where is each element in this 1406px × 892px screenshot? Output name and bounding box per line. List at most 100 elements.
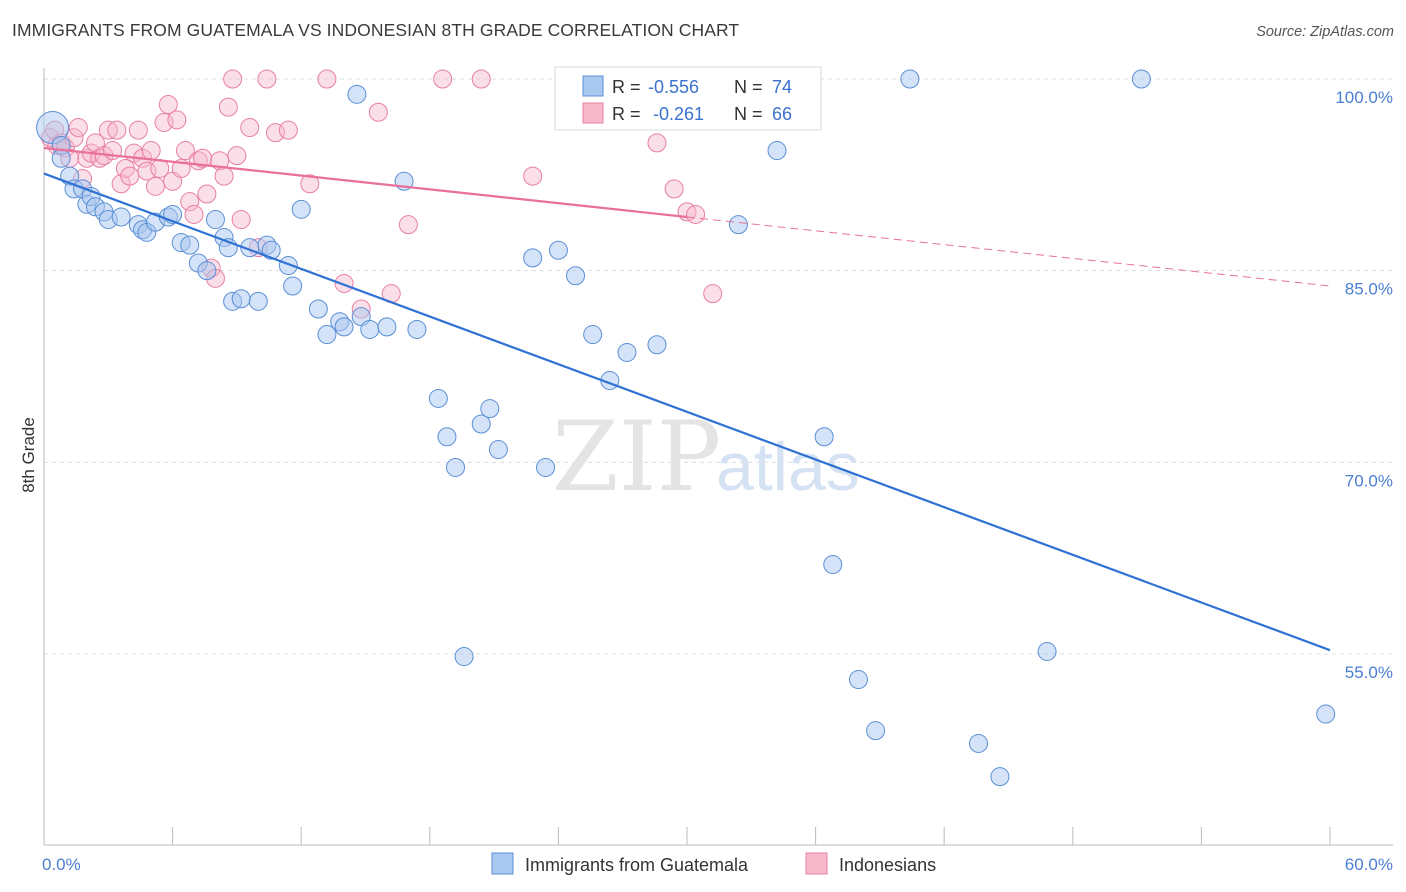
data-point-indonesians <box>180 192 200 212</box>
data-point-indonesians <box>647 133 667 153</box>
data-point-indonesians <box>158 95 178 115</box>
data-point-guatemala <box>180 235 200 255</box>
data-point-indonesians <box>223 69 243 89</box>
data-point-guatemala <box>291 199 311 219</box>
trend-line-indonesians <box>43 146 688 219</box>
chart-title: IMMIGRANTS FROM GUATEMALA VS INDONESIAN … <box>12 20 740 40</box>
data-point-guatemala <box>548 240 568 260</box>
data-point-indonesians <box>257 69 277 89</box>
data-point-guatemala <box>261 240 281 260</box>
data-point-indonesians <box>278 120 298 140</box>
series-legend: Immigrants from Guatemala Indonesians <box>491 852 936 875</box>
data-point-guatemala <box>647 335 667 355</box>
stats-legend: R = -0.556 N = 74 R = -0.261 N = 66 <box>554 66 822 131</box>
axes <box>43 68 1393 846</box>
x-tick-label: 0.0% <box>42 855 81 874</box>
data-point-indonesians <box>145 176 165 196</box>
data-point-indonesians <box>68 118 88 138</box>
stats-legend-r-value: -0.556 <box>648 77 699 97</box>
stats-legend-r-value: -0.261 <box>648 104 704 124</box>
data-point-guatemala <box>454 647 474 667</box>
data-point-guatemala <box>283 276 303 296</box>
data-point-indonesians <box>218 97 238 117</box>
data-point-guatemala <box>428 388 448 408</box>
data-point-indonesians <box>128 120 148 140</box>
data-point-guatemala <box>848 670 868 690</box>
stats-legend-n-label: N = <box>734 104 763 124</box>
data-point-guatemala <box>231 289 251 309</box>
data-point-indonesians <box>167 110 187 130</box>
data-point-indonesians <box>300 174 320 194</box>
data-point-guatemala <box>968 733 988 753</box>
data-point-guatemala <box>248 291 268 311</box>
data-point-indonesians <box>433 69 453 89</box>
data-point-guatemala <box>900 69 920 89</box>
data-point-indonesians <box>141 141 161 161</box>
legend-label-indonesians: Indonesians <box>839 855 936 875</box>
data-point-guatemala <box>814 427 834 447</box>
stats-legend-r-label: R = <box>612 104 641 124</box>
data-point-indonesians <box>686 204 706 224</box>
data-point-guatemala <box>407 319 427 339</box>
watermark-zip: ZIP <box>552 401 721 513</box>
data-point-guatemala <box>205 210 225 230</box>
data-point-guatemala <box>334 317 354 337</box>
data-point-guatemala <box>1037 641 1057 661</box>
data-point-guatemala <box>317 325 337 345</box>
stats-legend-swatch-pink <box>582 102 604 124</box>
stats-legend-n-label: N = <box>734 77 763 97</box>
data-point-guatemala <box>990 767 1010 787</box>
guatemala-points <box>36 69 1336 787</box>
data-point-indonesians <box>197 184 217 204</box>
y-tick-label: 55.0% <box>1345 663 1393 682</box>
chart-source: Source: ZipAtlas.com <box>1256 24 1394 40</box>
data-point-guatemala <box>278 256 298 276</box>
data-point-guatemala <box>360 319 380 339</box>
data-point-indonesians <box>227 146 247 166</box>
data-point-indonesians <box>317 69 337 89</box>
data-point-indonesians <box>184 204 204 224</box>
data-point-guatemala <box>471 414 491 434</box>
x-tick-label: 60.0% <box>1345 855 1393 874</box>
data-point-guatemala <box>1316 704 1336 724</box>
data-point-guatemala <box>446 457 466 477</box>
legend-swatch-guatemala <box>491 852 514 875</box>
data-point-indonesians <box>368 102 388 122</box>
data-point-guatemala <box>480 399 500 419</box>
stats-legend-r-label: R = <box>612 77 641 97</box>
data-point-guatemala <box>523 248 543 268</box>
data-point-guatemala <box>377 317 397 337</box>
data-point-indonesians <box>523 166 543 186</box>
data-point-guatemala <box>536 457 556 477</box>
data-point-indonesians <box>334 273 354 293</box>
y-tick-label: 85.0% <box>1345 280 1393 299</box>
trend-lines <box>43 146 1331 652</box>
data-point-indonesians <box>471 69 491 89</box>
stats-legend-swatch-blue <box>582 75 604 97</box>
legend-label-guatemala: Immigrants from Guatemala <box>525 855 749 875</box>
data-point-indonesians <box>231 210 251 230</box>
data-point-guatemala <box>767 141 787 161</box>
data-point-indonesians <box>120 166 140 186</box>
stats-legend-n-value: 74 <box>772 77 792 97</box>
data-point-indonesians <box>107 120 127 140</box>
data-point-indonesians <box>175 141 195 161</box>
data-point-guatemala <box>823 555 843 575</box>
data-point-indonesians <box>240 118 260 138</box>
stats-legend-n-value: 66 <box>772 104 792 124</box>
data-point-guatemala <box>51 148 71 168</box>
data-point-guatemala <box>583 325 603 345</box>
data-point-guatemala <box>111 207 131 227</box>
y-axis-label: 8th Grade <box>19 417 38 493</box>
watermark: ZIP atlas <box>552 401 860 513</box>
data-point-indonesians <box>664 179 684 199</box>
trend-line-indonesians-extension <box>686 216 1331 287</box>
data-point-guatemala <box>1131 69 1151 89</box>
data-point-indonesians <box>703 284 723 304</box>
data-point-guatemala <box>197 261 217 281</box>
grid-lines <box>44 78 1393 655</box>
data-point-guatemala <box>566 266 586 286</box>
y-tick-label: 100.0% <box>1335 88 1393 107</box>
data-point-guatemala <box>347 84 367 104</box>
